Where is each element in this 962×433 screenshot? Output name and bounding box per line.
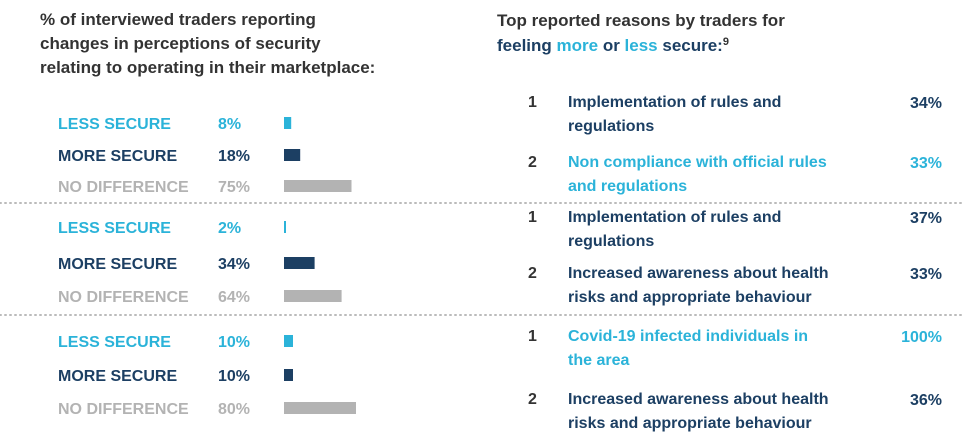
percentage: 34% (910, 95, 942, 112)
value-label: 75% (218, 179, 250, 196)
value-label: 80% (218, 401, 250, 418)
value-label: 2% (218, 220, 241, 237)
rank: 1 (528, 328, 537, 345)
value-label: 34% (218, 256, 250, 273)
left-title: changes in perceptions of security (40, 34, 321, 53)
title-part: secure: (658, 36, 723, 55)
right-title: Top reported reasons by traders for (497, 11, 785, 30)
title-part: more (557, 36, 599, 55)
row-label: NO DIFFERENCE (58, 401, 189, 418)
percentage: 100% (901, 329, 942, 346)
reason: Implementation of rules and (568, 209, 781, 226)
title-part: feeling (497, 36, 557, 55)
reason: risks and appropriate behaviour (568, 415, 812, 432)
rank: 2 (528, 154, 537, 171)
reason: regulations (568, 118, 654, 135)
value-label: 10% (218, 334, 250, 351)
left-title: % of interviewed traders reporting (40, 10, 316, 29)
value-label: 64% (218, 289, 250, 306)
left-title: relating to operating in their marketpla… (40, 58, 375, 77)
bar (284, 257, 315, 269)
reason: Increased awareness about health (568, 265, 829, 282)
title-part: less (625, 36, 658, 55)
reason: Implementation of rules and (568, 94, 781, 111)
row-label: MORE SECURE (58, 368, 177, 385)
row-label: NO DIFFERENCE (58, 179, 189, 196)
bar (284, 117, 292, 129)
footnote: 9 (723, 36, 729, 48)
title-part: or (598, 36, 624, 55)
reason: risks and appropriate behaviour (568, 289, 812, 306)
value-label: 8% (218, 116, 241, 133)
bar (284, 335, 293, 347)
row-label: MORE SECURE (58, 148, 177, 165)
reason: Covid-19 infected individuals in (568, 328, 808, 345)
rank: 1 (528, 209, 537, 226)
rank: 2 (528, 391, 537, 408)
bar (284, 149, 301, 161)
row-label: MORE SECURE (58, 256, 177, 273)
reason: Non compliance with official rules (568, 154, 827, 171)
bar (284, 221, 286, 233)
reason: Increased awareness about health (568, 391, 829, 408)
reason: regulations (568, 233, 654, 250)
reason: and regulations (568, 178, 687, 195)
row-label: NO DIFFERENCE (58, 289, 189, 306)
bar (284, 369, 293, 381)
percentage: 36% (910, 392, 942, 409)
reason: the area (568, 352, 629, 369)
percentage: 33% (910, 155, 942, 172)
rank: 2 (528, 265, 537, 282)
bar (284, 290, 342, 302)
bar (284, 402, 356, 414)
value-label: 18% (218, 148, 250, 165)
rank: 1 (528, 94, 537, 111)
bar (284, 180, 352, 192)
row-label: LESS SECURE (58, 220, 171, 237)
right-title: feeling more or less secure:9 (497, 36, 729, 55)
value-label: 10% (218, 368, 250, 385)
row-label: LESS SECURE (58, 334, 171, 351)
row-label: LESS SECURE (58, 116, 171, 133)
percentage: 33% (910, 266, 942, 283)
percentage: 37% (910, 210, 942, 227)
